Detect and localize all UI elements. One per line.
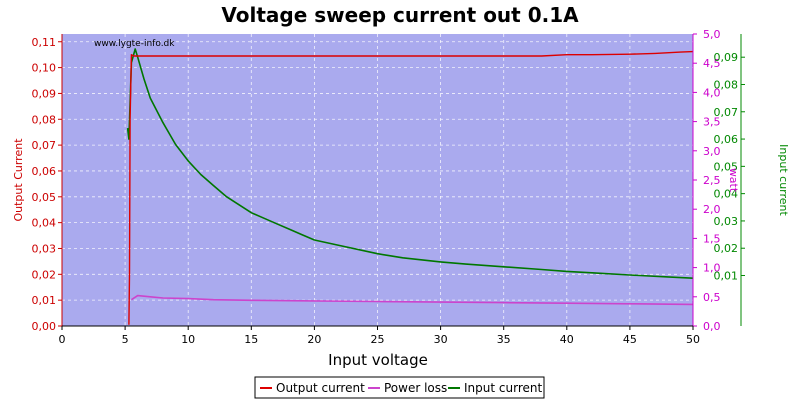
legend-label-input-current: Input current bbox=[464, 381, 542, 395]
x-tick-label: 35 bbox=[497, 333, 511, 346]
left-axis-label: Output Current bbox=[12, 138, 25, 222]
right-axis-input-current: 0,01 0,02 0,03 0,04 0,05 0,06 0,07 0,08 0,09 bbox=[714, 34, 745, 326]
right-axis-input-current-tick-label: 0,03 bbox=[714, 215, 739, 228]
series-layer bbox=[126, 48, 694, 325]
right-axis-input-current-tick-label: 0,07 bbox=[714, 106, 739, 119]
right-axis-watt-tick-label: 5,0 bbox=[703, 28, 721, 41]
x-tick-label: 45 bbox=[623, 333, 637, 346]
x-tick-label: 40 bbox=[560, 333, 574, 346]
left-tick-label: 0,10 bbox=[32, 62, 57, 75]
right-axis-input-current-label: Input current bbox=[777, 144, 790, 216]
x-tick-label: 50 bbox=[686, 333, 700, 346]
right-axis-watt-tick-label: 2,0 bbox=[703, 203, 721, 216]
right-axis-watt-label: watt bbox=[727, 168, 740, 193]
x-tick-label: 0 bbox=[59, 333, 66, 346]
legend-label-power-loss: Power loss bbox=[384, 381, 447, 395]
x-tick-label: 10 bbox=[181, 333, 195, 346]
right-axis-watt-tick-label: 4,0 bbox=[703, 86, 721, 99]
right-axis-watt: 0,0 0,5 1,0 1,5 2,0 2,5 3,0 3,5 4,0 4,5 5,0 bbox=[692, 28, 721, 333]
right-axis-watt-tick-label: 1,5 bbox=[703, 232, 721, 245]
left-tick-label: 0,09 bbox=[32, 87, 57, 100]
x-axis: 0 5 10 15 20 25 30 35 40 45 50 bbox=[59, 325, 700, 346]
right-axis-input-current-tick-label: 0,01 bbox=[714, 270, 739, 283]
left-tick-label: 0,08 bbox=[32, 113, 57, 126]
chart-title: Voltage sweep current out 0.1A bbox=[221, 3, 579, 27]
left-tick-label: 0,05 bbox=[32, 191, 57, 204]
right-axis-watt-tick-label: 0,5 bbox=[703, 291, 721, 304]
series-line-power-loss bbox=[130, 294, 694, 306]
legend: Output current Power loss Input current bbox=[254, 376, 545, 399]
left-tick-label: 0,01 bbox=[32, 294, 57, 307]
left-tick-label: 0,02 bbox=[32, 268, 57, 281]
left-tick-label: 0,11 bbox=[32, 36, 57, 49]
right-axis-watt-tick-label: 4,5 bbox=[703, 57, 721, 70]
left-axis: 0,00 0,01 0,02 0,03 0,04 0,05 0,06 0,07 0,08 0,09… bbox=[32, 34, 63, 333]
left-tick-label: 0,00 bbox=[32, 320, 57, 333]
x-tick-label: 30 bbox=[434, 333, 448, 346]
right-axis-input-current-tick-label: 0,08 bbox=[714, 78, 739, 91]
right-axis-watt-tick-label: 0,0 bbox=[703, 320, 721, 333]
legend-label-output-current: Output current bbox=[276, 381, 365, 395]
x-tick-label: 25 bbox=[371, 333, 385, 346]
right-axis-input-current-tick-label: 0,05 bbox=[714, 160, 739, 173]
right-axis-watt-tick-label: 3,0 bbox=[703, 145, 721, 158]
left-tick-label: 0,03 bbox=[32, 242, 57, 255]
x-tick-label: 20 bbox=[307, 333, 321, 346]
left-tick-label: 0,06 bbox=[32, 165, 57, 178]
series-line-output-current bbox=[128, 50, 694, 325]
left-tick-label: 0,07 bbox=[32, 139, 57, 152]
right-axis-watt-tick-label: 1,0 bbox=[703, 262, 721, 275]
right-axis-watt-tick-label: 2,5 bbox=[703, 174, 721, 187]
right-axis-input-current-tick-label: 0,02 bbox=[714, 242, 739, 255]
right-axis-watt-tick-label: 3,5 bbox=[703, 116, 721, 129]
watermark: www.lygte-info.dk bbox=[94, 39, 175, 49]
right-axis-input-current-tick-label: 0,04 bbox=[714, 188, 739, 201]
right-axis-input-current-tick-label: 0,09 bbox=[714, 51, 739, 64]
left-tick-label: 0,04 bbox=[32, 217, 57, 230]
x-tick-label: 5 bbox=[122, 333, 129, 346]
x-axis-label: Input voltage bbox=[328, 351, 428, 369]
x-tick-label: 15 bbox=[244, 333, 258, 346]
right-axis-input-current-tick-label: 0,06 bbox=[714, 133, 739, 146]
series-line-input-current bbox=[126, 48, 694, 279]
legend-box bbox=[254, 376, 545, 399]
